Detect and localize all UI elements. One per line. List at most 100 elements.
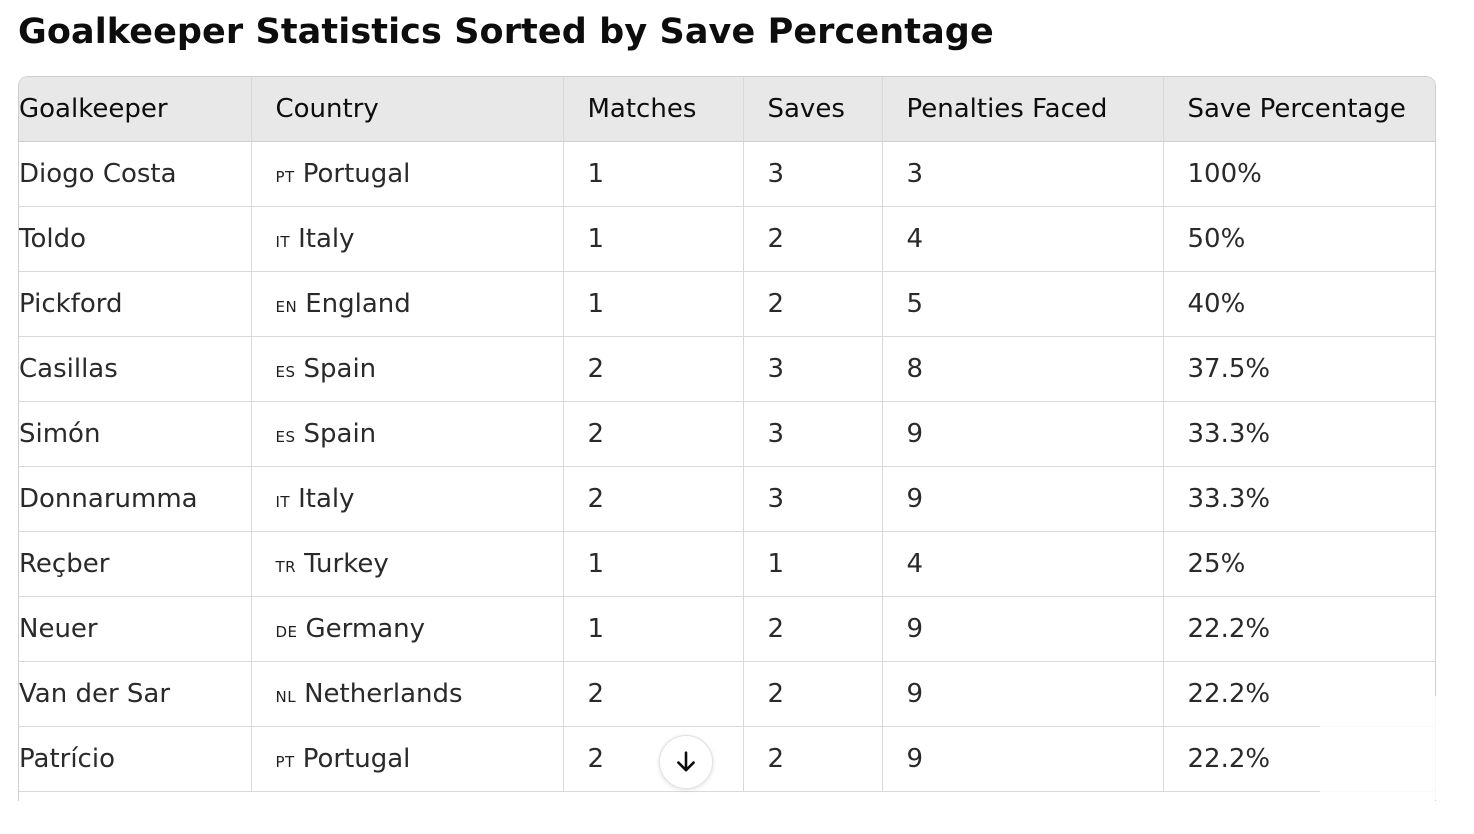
cell-goalkeeper: Pickford	[19, 271, 252, 337]
country-code: EN	[275, 293, 298, 318]
cell-saves: 2	[743, 661, 883, 727]
cell-saves: 3	[743, 141, 883, 207]
cell-matches: 1	[563, 596, 744, 662]
cell-country: TR Turkey	[251, 531, 564, 597]
cell-penalties-faced: 9	[882, 596, 1164, 662]
country-name: Netherlands	[304, 679, 463, 709]
cell-save-percentage: 33.3%	[1163, 466, 1435, 532]
country-name: Italy	[298, 224, 355, 254]
country-code: IT	[275, 488, 291, 513]
country-code: ES	[275, 358, 296, 383]
table-row: Diogo Costa PT Portugal 1 3 3 100%	[19, 141, 1435, 207]
cell-save-percentage: 40%	[1163, 271, 1435, 337]
cell-matches: 2	[563, 401, 744, 467]
cell-matches: 2	[563, 661, 744, 727]
cell-country: EN England	[251, 271, 564, 337]
table-row: Reçber TR Turkey 1 1 4 25%	[19, 531, 1435, 597]
cell-goalkeeper: Neuer	[19, 596, 252, 662]
country-name: Spain	[303, 354, 377, 384]
table-row: Neuer DE Germany 1 2 9 22.2%	[19, 596, 1435, 662]
cell-country: PT Portugal	[251, 141, 564, 207]
cell-save-percentage: 22.2%	[1163, 596, 1435, 662]
table-header-row: Goalkeeper Country Matches Saves Penalti…	[19, 77, 1435, 142]
table-container: Goalkeeper Country Matches Saves Penalti…	[18, 76, 1436, 801]
cell-save-percentage: 25%	[1163, 531, 1435, 597]
column-header-penalties-faced: Penalties Faced	[882, 77, 1164, 142]
cell-goalkeeper: Diogo Costa	[19, 141, 252, 207]
scroll-to-bottom-button[interactable]	[659, 735, 713, 789]
cell-penalties-faced: 9	[882, 401, 1164, 467]
cell-save-percentage: 37.5%	[1163, 336, 1435, 402]
cell-save-percentage: 22.2%	[1163, 661, 1435, 727]
table-row: Pickford EN England 1 2 5 40%	[19, 271, 1435, 337]
cell-goalkeeper: Simón	[19, 401, 252, 467]
country-code: ES	[275, 423, 296, 448]
column-header-country: Country	[251, 77, 564, 142]
column-header-save-percentage: Save Percentage	[1163, 77, 1435, 142]
cell-matches: 1	[563, 206, 744, 272]
country-code: IT	[275, 228, 291, 253]
cell-matches: 1	[563, 271, 744, 337]
cell-penalties-faced: 3	[882, 141, 1164, 207]
cell-save-percentage: 33.3%	[1163, 401, 1435, 467]
table-body: Diogo Costa PT Portugal 1 3 3 100% Toldo IT Italy…	[19, 141, 1435, 792]
cell-goalkeeper: Donnarumma	[19, 466, 252, 532]
country-name: Germany	[305, 614, 426, 644]
country-code: TR	[275, 553, 297, 578]
table-row: Toldo IT Italy 1 2 4 50%	[19, 206, 1435, 272]
cell-saves: 3	[743, 466, 883, 532]
cell-penalties-faced: 9	[882, 726, 1164, 792]
country-name: Italy	[298, 484, 355, 514]
cell-penalties-faced: 4	[882, 206, 1164, 272]
cell-saves: 3	[743, 401, 883, 467]
cell-penalties-faced: 9	[882, 661, 1164, 727]
cell-country: NL Netherlands	[251, 661, 564, 727]
country-name: Turkey	[304, 549, 389, 579]
table-row: Patrício PT Portugal 2 2 9 22.2%	[19, 726, 1435, 792]
cell-saves: 2	[743, 726, 883, 792]
column-header-matches: Matches	[563, 77, 744, 142]
cell-penalties-faced: 4	[882, 531, 1164, 597]
cell-goalkeeper: Reçber	[19, 531, 252, 597]
cell-country: IT Italy	[251, 466, 564, 532]
cell-country: ES Spain	[251, 401, 564, 467]
cell-goalkeeper: Patrício	[19, 726, 252, 792]
cell-goalkeeper: Toldo	[19, 206, 252, 272]
table-row: Casillas ES Spain 2 3 8 37.5%	[19, 336, 1435, 402]
table-row: Donnarumma IT Italy 2 3 9 33.3%	[19, 466, 1435, 532]
cell-country: IT Italy	[251, 206, 564, 272]
cell-penalties-faced: 9	[882, 466, 1164, 532]
cell-penalties-faced: 8	[882, 336, 1164, 402]
cell-save-percentage: 100%	[1163, 141, 1435, 207]
country-name: Portugal	[302, 744, 411, 774]
cell-saves: 1	[743, 531, 883, 597]
cell-country: ES Spain	[251, 336, 564, 402]
page-title: Goalkeeper Statistics Sorted by Save Per…	[18, 12, 994, 52]
cell-matches: 1	[563, 531, 744, 597]
country-name: Spain	[303, 419, 377, 449]
cell-matches: 2	[563, 336, 744, 402]
cell-goalkeeper: Casillas	[19, 336, 252, 402]
cell-saves: 2	[743, 271, 883, 337]
cell-goalkeeper: Van der Sar	[19, 661, 252, 727]
cell-matches: 2	[563, 466, 744, 532]
cell-penalties-faced: 5	[882, 271, 1164, 337]
country-code: PT	[275, 163, 295, 188]
country-code: PT	[275, 748, 295, 773]
cell-saves: 3	[743, 336, 883, 402]
country-code: DE	[275, 618, 298, 643]
goalkeeper-table: Goalkeeper Country Matches Saves Penalti…	[19, 77, 1435, 792]
cell-country: DE Germany	[251, 596, 564, 662]
cell-country: PT Portugal	[251, 726, 564, 792]
cell-saves: 2	[743, 596, 883, 662]
table-row: Simón ES Spain 2 3 9 33.3%	[19, 401, 1435, 467]
arrow-down-icon	[677, 751, 695, 772]
country-name: England	[305, 289, 411, 319]
cell-matches: 1	[563, 141, 744, 207]
country-name: Portugal	[302, 159, 411, 189]
cell-save-percentage: 50%	[1163, 206, 1435, 272]
table-row: Van der Sar NL Netherlands 2 2 9 22.2%	[19, 661, 1435, 727]
cell-saves: 2	[743, 206, 883, 272]
country-code: NL	[275, 683, 297, 708]
